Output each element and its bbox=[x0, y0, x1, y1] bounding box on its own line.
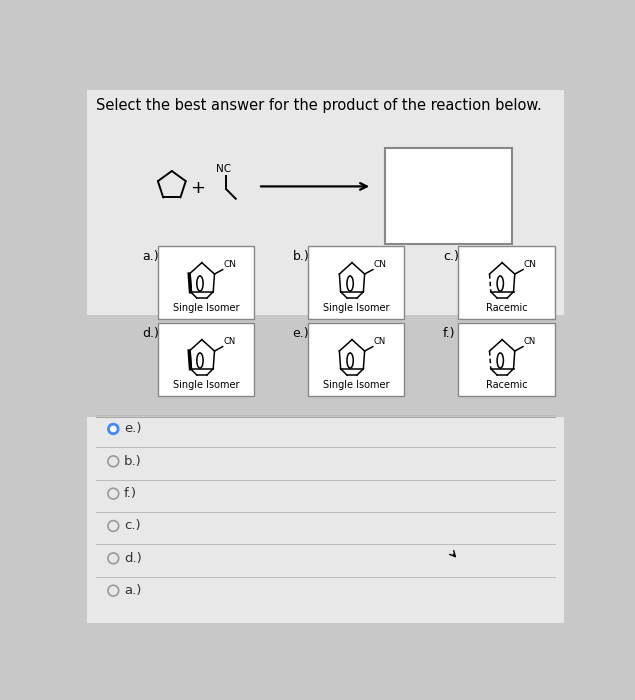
Text: CN: CN bbox=[224, 260, 236, 269]
Text: CN: CN bbox=[224, 337, 236, 346]
Text: e.): e.) bbox=[293, 326, 309, 340]
Text: CN: CN bbox=[524, 260, 537, 269]
Text: b.): b.) bbox=[293, 250, 309, 262]
FancyBboxPatch shape bbox=[308, 323, 404, 396]
FancyBboxPatch shape bbox=[158, 323, 254, 396]
FancyBboxPatch shape bbox=[81, 84, 570, 623]
FancyBboxPatch shape bbox=[87, 90, 564, 315]
FancyBboxPatch shape bbox=[87, 416, 564, 623]
Text: a.): a.) bbox=[143, 250, 159, 262]
Text: e.): e.) bbox=[124, 423, 142, 435]
Text: Single Isomer: Single Isomer bbox=[173, 302, 239, 313]
Text: Single Isomer: Single Isomer bbox=[323, 302, 389, 313]
Text: c.): c.) bbox=[443, 250, 458, 262]
Circle shape bbox=[110, 426, 116, 432]
Text: a.): a.) bbox=[124, 584, 142, 597]
Text: Single Isomer: Single Isomer bbox=[173, 379, 239, 390]
FancyBboxPatch shape bbox=[385, 148, 512, 244]
Text: CN: CN bbox=[373, 337, 386, 346]
Text: Select the best answer for the product of the reaction below.: Select the best answer for the product o… bbox=[97, 98, 542, 113]
Text: c.): c.) bbox=[124, 519, 141, 533]
Text: Racemic: Racemic bbox=[486, 379, 527, 390]
Polygon shape bbox=[189, 274, 192, 292]
Text: Single Isomer: Single Isomer bbox=[323, 379, 389, 390]
Text: +: + bbox=[190, 179, 206, 197]
Polygon shape bbox=[189, 351, 192, 369]
FancyBboxPatch shape bbox=[458, 323, 554, 396]
Circle shape bbox=[108, 424, 119, 434]
Text: d.): d.) bbox=[124, 552, 142, 565]
Text: CN: CN bbox=[524, 337, 536, 346]
Text: f.): f.) bbox=[443, 326, 455, 340]
Text: d.): d.) bbox=[143, 326, 159, 340]
Text: f.): f.) bbox=[124, 487, 137, 500]
FancyBboxPatch shape bbox=[458, 246, 554, 318]
Text: NC: NC bbox=[217, 164, 232, 174]
Text: Racemic: Racemic bbox=[486, 302, 527, 313]
Text: b.): b.) bbox=[124, 455, 142, 468]
FancyBboxPatch shape bbox=[158, 246, 254, 318]
Text: CN: CN bbox=[373, 260, 387, 269]
FancyBboxPatch shape bbox=[308, 246, 404, 318]
